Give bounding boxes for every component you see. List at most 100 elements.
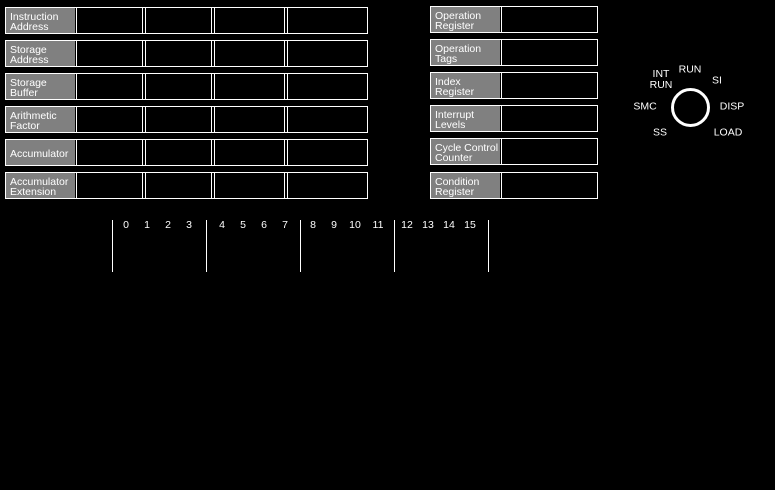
register-label: Interrupt Levels <box>431 106 500 131</box>
register-lamp-display <box>501 7 597 32</box>
register-lamp-display <box>76 140 367 165</box>
register-label: Storage Buffer <box>6 74 75 99</box>
nibble-divider <box>142 140 146 165</box>
register-label-line1: Storage <box>10 43 47 56</box>
bit-label: 5 <box>240 219 246 231</box>
register-label: Storage Address <box>6 41 75 66</box>
register-label-line1: Accumulator <box>10 147 69 160</box>
register-lamp-display <box>501 40 597 65</box>
register-label-line1: Accumulator <box>10 175 69 188</box>
register-label-line2: Register <box>435 185 475 198</box>
nibble-divider <box>284 74 288 99</box>
register-right-5: Condition Register <box>430 172 598 199</box>
bit-label: 14 <box>443 219 455 231</box>
register-label-line2: Register <box>435 19 475 32</box>
bit-label: 13 <box>422 219 434 231</box>
bit-group-divider <box>488 220 489 272</box>
register-lamp-display <box>76 173 367 198</box>
dial-label-load[interactable]: LOAD <box>713 126 743 139</box>
register-left-3: Arithmetic Factor <box>5 106 368 133</box>
nibble-divider <box>142 173 146 198</box>
bit-label: 4 <box>219 219 225 231</box>
bit-label: 9 <box>331 219 337 231</box>
bit-group-divider <box>206 220 207 272</box>
register-left-1: Storage Address <box>5 40 368 67</box>
nibble-divider <box>211 173 215 198</box>
register-left-2: Storage Buffer <box>5 73 368 100</box>
bit-group-divider <box>300 220 301 272</box>
dial-label-ss[interactable]: SS <box>652 126 668 139</box>
register-right-0: Operation Register <box>430 6 598 33</box>
nibble-divider <box>284 173 288 198</box>
nibble-divider <box>211 140 215 165</box>
register-right-3: Interrupt Levels <box>430 105 598 132</box>
nibble-divider <box>211 41 215 66</box>
register-lamp-display <box>76 8 367 33</box>
nibble-divider <box>284 107 288 132</box>
bit-label: 8 <box>310 219 316 231</box>
register-label: Arithmetic Factor <box>6 107 75 132</box>
register-label: Cycle Control Counter <box>431 139 500 164</box>
bit-label: 10 <box>349 219 361 231</box>
bit-label: 7 <box>282 219 288 231</box>
register-right-1: Operation Tags <box>430 39 598 66</box>
dial-label-si[interactable]: SI <box>712 74 722 87</box>
register-label: Operation Register <box>431 7 500 32</box>
bit-label: 12 <box>401 219 413 231</box>
register-label-line1: Instruction <box>10 10 59 23</box>
dial-label-int-run[interactable]: INT RUN <box>649 68 673 91</box>
register-lamp-display <box>76 107 367 132</box>
register-label-line2: Register <box>435 85 475 98</box>
dial-label-run[interactable]: RUN <box>678 63 702 76</box>
register-label-line1: Arithmetic <box>10 109 57 122</box>
nibble-divider <box>142 41 146 66</box>
bit-label: 2 <box>165 219 171 231</box>
nibble-divider <box>211 107 215 132</box>
nibble-divider <box>284 41 288 66</box>
nibble-divider <box>142 107 146 132</box>
register-label-line1: Index <box>435 75 461 88</box>
bit-label: 15 <box>464 219 476 231</box>
register-label-line2: Factor <box>10 119 40 132</box>
register-left-5: Accumulator Extension <box>5 172 368 199</box>
bit-group-divider <box>394 220 395 272</box>
register-label-line2: Buffer <box>10 86 38 99</box>
mode-dial-knob[interactable] <box>671 88 710 127</box>
nibble-divider <box>211 74 215 99</box>
register-label-line2: Levels <box>435 118 466 131</box>
register-label-line1: Operation <box>435 42 482 55</box>
register-right-2: Index Register <box>430 72 598 99</box>
nibble-divider <box>142 8 146 33</box>
bit-group-divider <box>112 220 113 272</box>
register-lamp-display <box>76 74 367 99</box>
nibble-divider <box>284 8 288 33</box>
register-label-line1: Condition <box>435 175 480 188</box>
dial-label-smc[interactable]: SMC <box>633 100 657 113</box>
register-lamp-display <box>501 139 597 164</box>
register-right-4: Cycle Control Counter <box>430 138 598 165</box>
register-label-line1: Storage <box>10 76 47 89</box>
register-label-line1: Interrupt <box>435 108 475 121</box>
register-label-line2: Address <box>10 20 49 33</box>
bit-label: 6 <box>261 219 267 231</box>
register-left-4: Accumulator <box>5 139 368 166</box>
register-label: Instruction Address <box>6 8 75 33</box>
register-label-line2: Extension <box>10 185 57 198</box>
register-label: Operation Tags <box>431 40 500 65</box>
nibble-divider <box>284 140 288 165</box>
register-label: Accumulator Extension <box>6 173 75 198</box>
nibble-divider <box>142 74 146 99</box>
register-label-line2: Address <box>10 53 49 66</box>
dial-label-disp[interactable]: DISP <box>719 100 745 113</box>
register-label-line2: Tags <box>435 52 458 65</box>
register-label: Condition Register <box>431 173 500 198</box>
nibble-divider <box>211 8 215 33</box>
register-lamp-display <box>76 41 367 66</box>
bit-label: 3 <box>186 219 192 231</box>
register-label-line2: Counter <box>435 151 473 164</box>
bit-label: 11 <box>372 219 384 231</box>
register-label-line1: Operation <box>435 9 482 22</box>
bit-label: 1 <box>144 219 150 231</box>
register-label: Accumulator <box>6 140 75 165</box>
register-lamp-display <box>501 106 597 131</box>
